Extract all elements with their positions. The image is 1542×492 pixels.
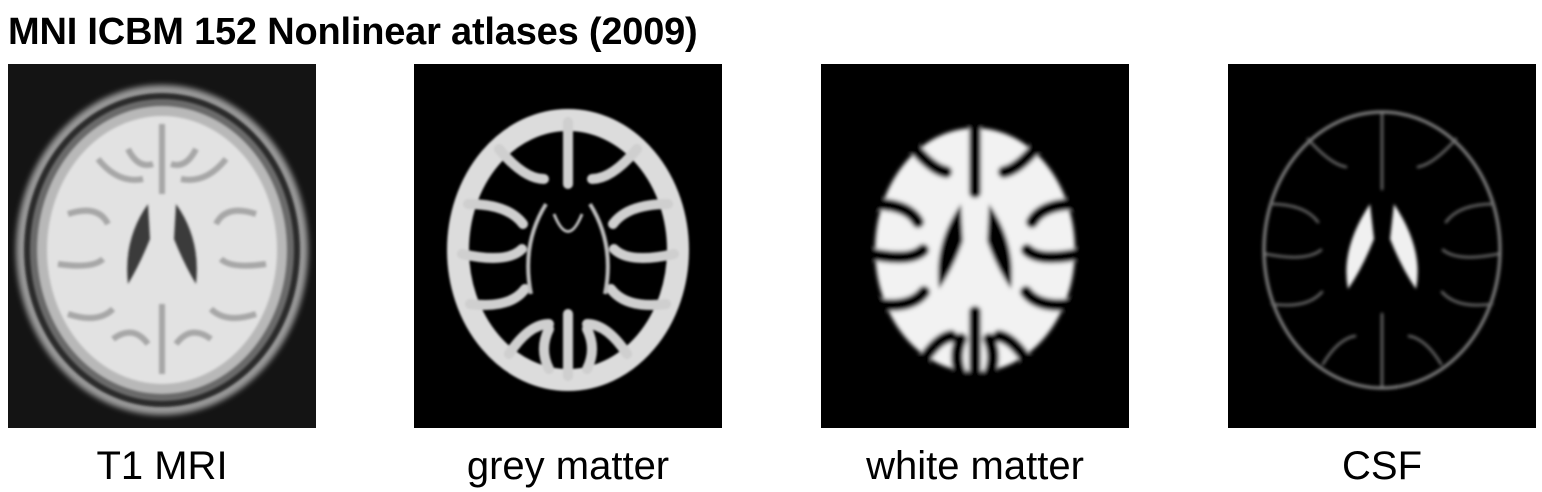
t1-mri-image <box>8 64 316 428</box>
white-matter-image <box>821 64 1129 428</box>
csf-image <box>1228 64 1536 428</box>
caption-t1-mri: T1 MRI <box>96 444 228 488</box>
caption-grey-matter: grey matter <box>466 444 670 488</box>
grey-matter-image <box>414 64 722 428</box>
caption-csf: CSF <box>1342 444 1422 488</box>
caption-white-matter: white matter <box>866 444 1084 488</box>
figure-title: MNI ICBM 152 Nonlinear atlases (2009) <box>8 11 698 53</box>
